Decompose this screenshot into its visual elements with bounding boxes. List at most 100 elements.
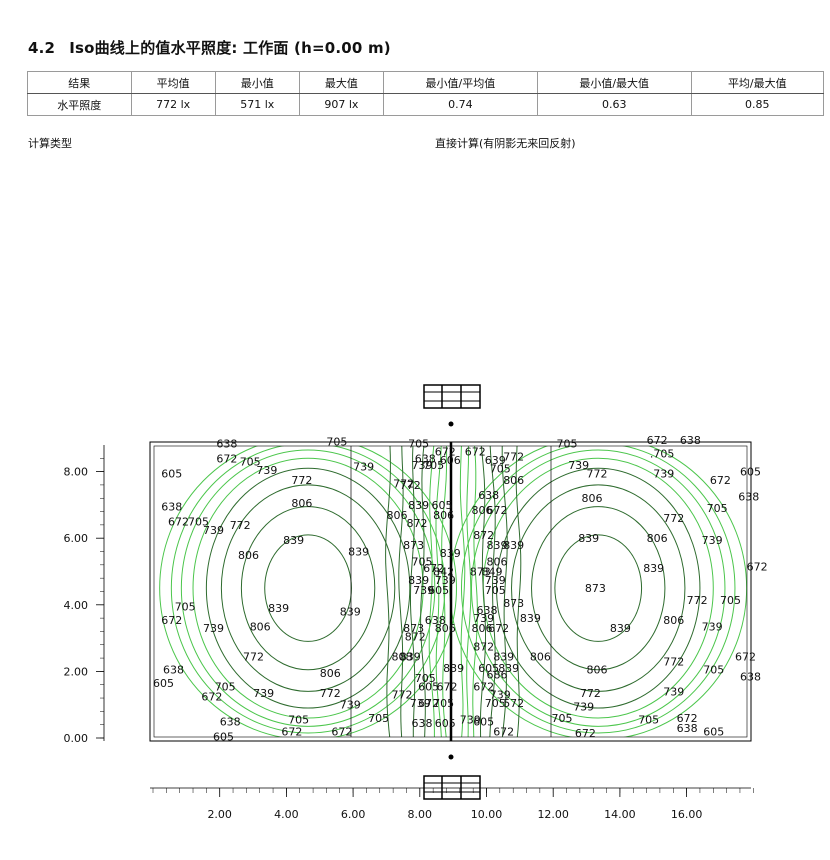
contour-label: 806 — [587, 664, 608, 677]
contour-line — [480, 446, 486, 737]
contour-label: 739 — [573, 700, 594, 713]
contour-label: 772 — [393, 477, 414, 490]
contour-label: 705 — [707, 502, 728, 515]
contour-label: 705 — [490, 462, 511, 475]
y-tick-label: 4.00 — [64, 599, 89, 612]
contour-label: 705 — [368, 712, 389, 725]
contour-line — [554, 534, 643, 642]
contour-lines — [159, 446, 747, 737]
contour-line — [180, 449, 436, 727]
contour-label: 772 — [291, 474, 312, 487]
contour-label: 739 — [702, 620, 723, 633]
contour-line — [410, 446, 416, 737]
contour-label: 705 — [415, 672, 436, 685]
contour-line — [428, 446, 435, 737]
contour-label: 772 — [503, 451, 524, 464]
contour-label: 806 — [472, 504, 493, 517]
contour-line — [489, 446, 496, 737]
contour-label: 839 — [348, 546, 369, 559]
luminaire-top-icon — [423, 384, 481, 427]
contour-line — [511, 484, 686, 692]
x-tick-label: 2.00 — [207, 808, 232, 821]
contour-label: 739 — [410, 697, 431, 710]
contour-label: 806 — [487, 556, 508, 569]
contour-label: 705 — [720, 594, 741, 607]
contour-label: 638 — [478, 489, 499, 502]
contour-label: 839 — [443, 662, 464, 675]
contour-label: 705 — [288, 714, 309, 727]
contour-line — [264, 534, 352, 642]
contour-label: 739 — [663, 685, 684, 698]
contour-line — [459, 446, 466, 737]
cell-avg-max: 0.85 — [690, 93, 825, 116]
contour-label: 873 — [470, 566, 491, 579]
contour-label: 739 — [653, 467, 674, 480]
contour-label: 806 — [435, 622, 456, 635]
contour-label: 672 — [747, 561, 768, 574]
contour-label: 772 — [587, 467, 608, 480]
y-tick-label: 0.00 — [64, 732, 89, 745]
contour-label: 806 — [663, 614, 684, 627]
contour-label: 806 — [238, 549, 259, 562]
contour-line — [385, 446, 391, 737]
contour-label: 672 — [161, 614, 182, 627]
contour-label: 672 — [423, 562, 444, 575]
contour-label: 638 — [680, 434, 701, 447]
contour-label: 739 — [412, 459, 433, 472]
contour-label: 839 — [408, 574, 429, 587]
contour-line — [420, 446, 426, 737]
contour-label: 739 — [435, 574, 456, 587]
cell-min-max: 0.63 — [536, 93, 692, 116]
contour-label: 739 — [340, 699, 361, 712]
contour-label: 572 — [503, 697, 524, 710]
contour-line — [205, 467, 411, 709]
contour-label: 873 — [503, 597, 524, 610]
contour-label: 839 — [498, 662, 519, 675]
contour-label: 705 — [638, 714, 659, 727]
contour-label: 739 — [203, 622, 224, 635]
contour-line — [398, 446, 404, 737]
contour-label: 605 — [478, 662, 499, 675]
contour-label: 839 — [643, 562, 664, 575]
contour-label: 705 — [485, 584, 506, 597]
contour-label: 872 — [405, 630, 426, 643]
contour-label: 705 — [240, 456, 261, 469]
contour-label: 806 — [472, 622, 493, 635]
contour-label: 806 — [250, 620, 271, 633]
contour-label: 873 — [403, 622, 424, 635]
contour-label: 638 — [740, 670, 761, 683]
contour-label: 605 — [473, 715, 494, 728]
contour-label: 772 — [320, 687, 341, 700]
contour-label: 872 — [473, 529, 494, 542]
contour-label: 739 — [568, 459, 589, 472]
contour-label: 638 — [425, 614, 446, 627]
calculation-type-value: 直接计算(有阴影无来回反射) — [435, 137, 576, 150]
contour-line — [220, 484, 396, 692]
contour-label: 739 — [253, 687, 274, 700]
y-tick-label: 2.00 — [64, 665, 89, 678]
contour-label: 839 — [503, 539, 524, 552]
contour-label: 672 — [735, 650, 756, 663]
contour-label: 806 — [320, 667, 341, 680]
contour-label: 705 — [412, 556, 433, 569]
contour-label: 839 — [440, 547, 461, 560]
contour-label: 872 — [473, 640, 494, 653]
contour-label: 638 — [216, 437, 237, 450]
contour-label: 839 — [487, 539, 508, 552]
contour-label: 705 — [433, 697, 454, 710]
contour-label: 605 — [435, 717, 456, 730]
results-table: 结果 平均值 最小值 最大值 最小值/平均值 最小值/最大值 平均/最大值 水平… — [27, 71, 825, 116]
contour-line — [515, 446, 522, 737]
contour-label: 839 — [408, 499, 429, 512]
contour-label: 806 — [582, 492, 603, 505]
contour-label: 672 — [418, 697, 439, 710]
contour-line — [501, 446, 508, 737]
x-axis: 2.00 4.00 6.00 8.00 10.00 12.00 14.00 16.00 — [150, 787, 754, 821]
contour-label: 839 — [520, 612, 541, 625]
contour-label: 739 — [413, 584, 434, 597]
contour-label: 672 — [677, 712, 698, 725]
contour-line — [435, 446, 442, 737]
contour-label: 772 — [663, 655, 684, 668]
contour-label: 705 — [188, 516, 209, 529]
